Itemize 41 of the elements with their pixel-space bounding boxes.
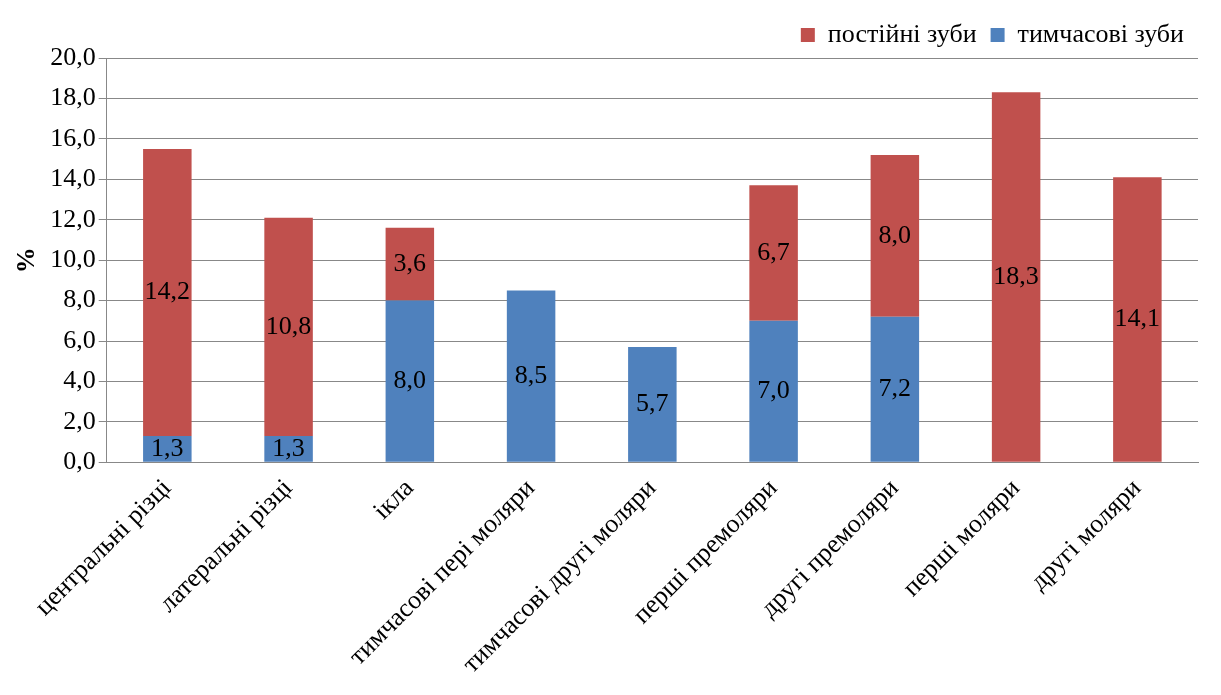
data-label: 7,2 xyxy=(878,373,912,403)
legend-label: постійні зуби xyxy=(827,18,977,48)
y-tick-label: 8,0 xyxy=(63,284,96,314)
data-label: 8,0 xyxy=(393,365,427,395)
bar xyxy=(264,217,313,437)
data-label: 7,0 xyxy=(757,375,790,405)
bar xyxy=(749,185,798,321)
y-tick-label: 12,0 xyxy=(50,203,96,233)
y-tick-label: 6,0 xyxy=(63,324,96,354)
y-tick-label: 14,0 xyxy=(50,163,96,193)
bar xyxy=(385,300,435,462)
data-label: 6,7 xyxy=(757,236,790,266)
bar xyxy=(870,155,920,317)
y-tick-label: 10,0 xyxy=(50,243,96,273)
y-tick-label: 2,0 xyxy=(63,405,96,435)
bar xyxy=(991,92,1041,462)
data-label: 5,7 xyxy=(636,388,669,418)
bar xyxy=(1113,177,1162,462)
data-label: 8,5 xyxy=(514,359,548,389)
bar xyxy=(506,290,556,462)
y-axis-title: % xyxy=(11,247,41,274)
y-tick-label: 18,0 xyxy=(50,82,96,112)
y-tick-label: 0,0 xyxy=(63,446,96,476)
y-tick-label: 4,0 xyxy=(63,365,96,395)
bar xyxy=(628,347,677,462)
bar xyxy=(870,316,920,462)
data-label: 1,3 xyxy=(272,432,305,462)
data-label: 18,3 xyxy=(993,260,1039,290)
y-tick-label: 16,0 xyxy=(50,122,96,152)
y-tick-label: 20,0 xyxy=(50,41,96,71)
data-label: 10,8 xyxy=(265,310,312,340)
data-label: 1,3 xyxy=(151,432,184,462)
bar xyxy=(143,148,192,437)
data-label: 3,6 xyxy=(393,248,427,278)
bar xyxy=(385,227,435,301)
legend-label: тимчасові зуби xyxy=(1017,18,1185,48)
data-label: 14,2 xyxy=(144,276,191,306)
data-label: 14,1 xyxy=(1114,303,1161,333)
bar xyxy=(749,320,798,462)
data-label: 8,0 xyxy=(878,219,912,249)
x-tick-label: ікла xyxy=(367,472,420,525)
